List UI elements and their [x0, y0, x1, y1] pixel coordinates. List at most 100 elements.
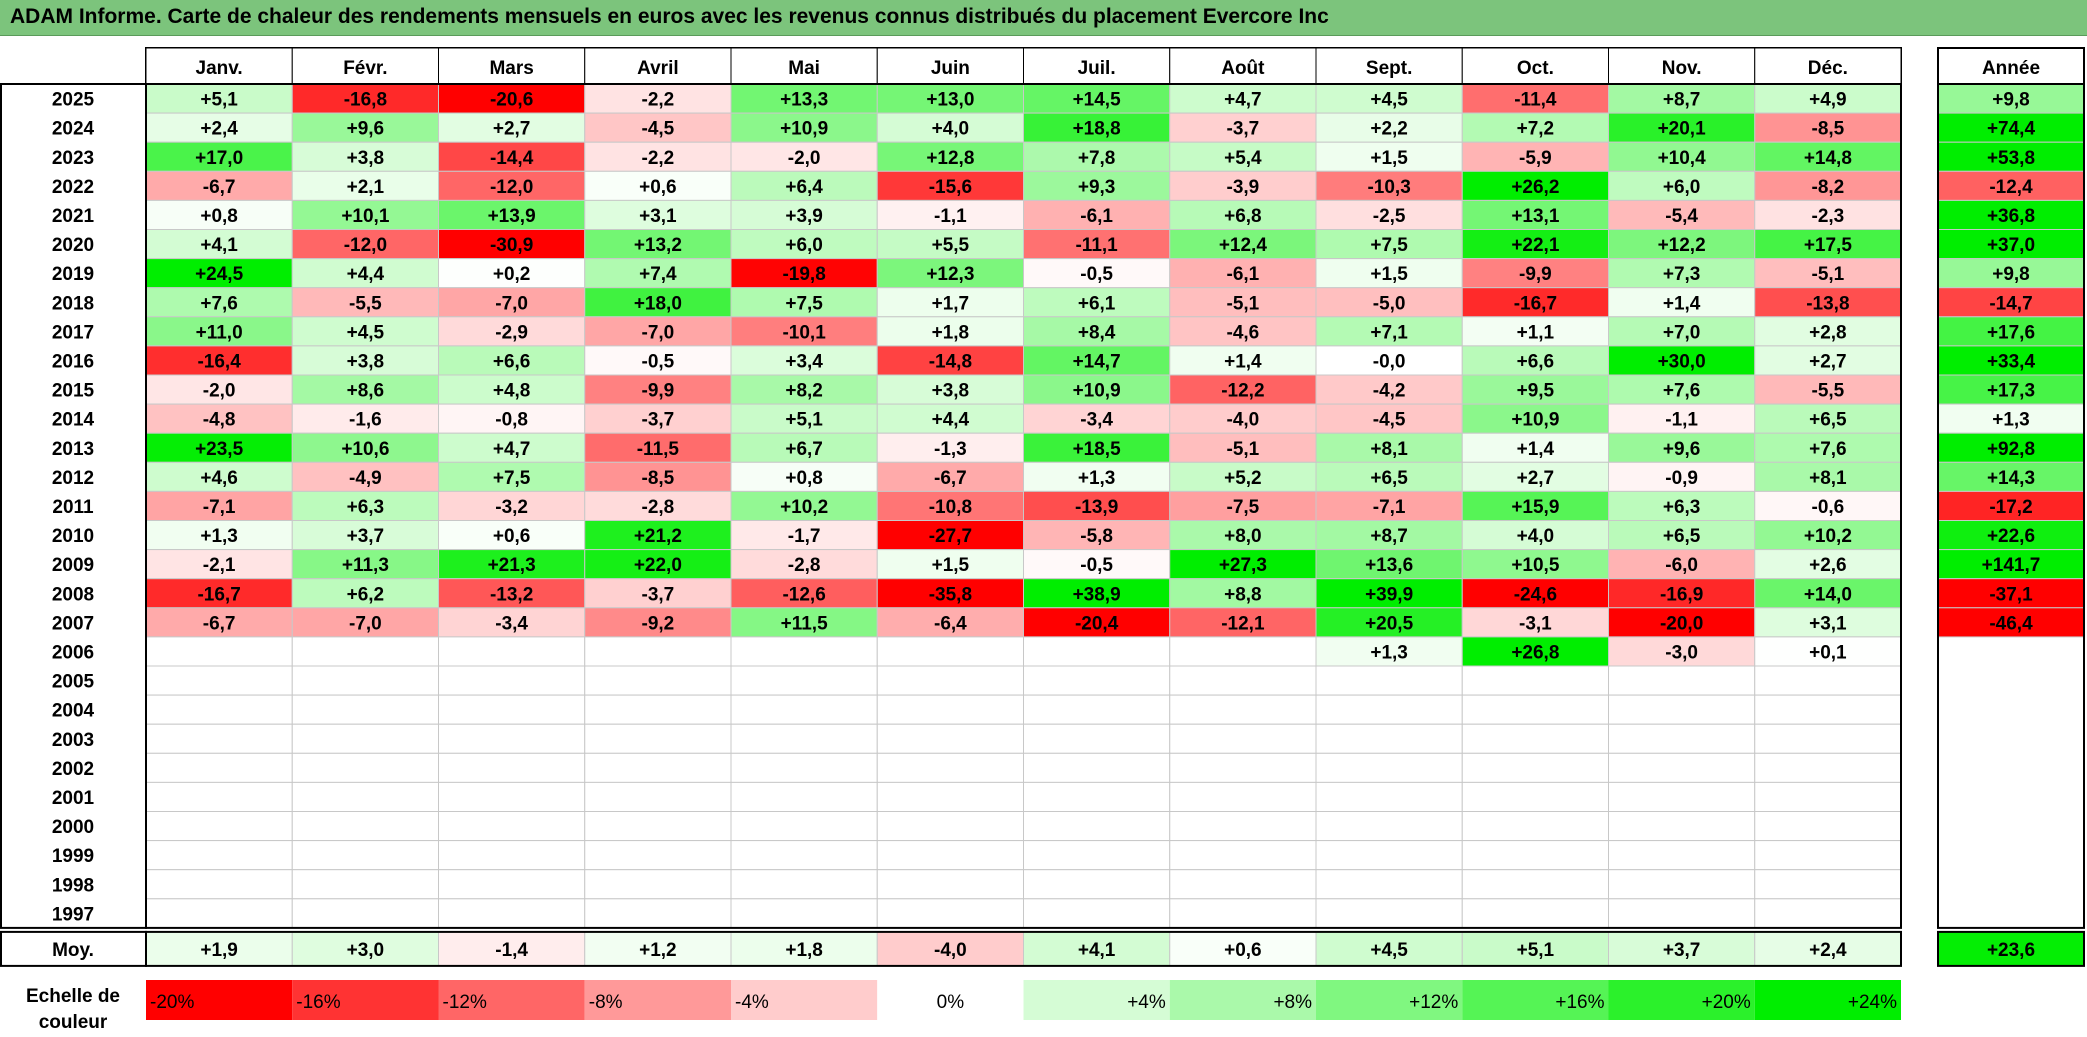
heatmap-cell	[1754, 549, 1902, 580]
heatmap-cell-value: -5,5	[1812, 381, 1845, 402]
heatmap-cell-value: -11,5	[637, 439, 680, 460]
month-header-cell	[584, 47, 732, 85]
heatmap-cell	[730, 374, 878, 405]
annual-cell-value: +22,6	[1987, 526, 2035, 547]
average-cell	[438, 931, 586, 967]
color-scale-stop-label: 0%	[937, 992, 965, 1013]
heatmap-cell-value: +20,1	[1658, 119, 1707, 140]
heatmap-cell-value: +7,6	[1809, 439, 1847, 460]
heatmap-cell-value: +6,4	[785, 177, 823, 198]
heatmap-cell-value: -6,1	[1080, 206, 1113, 227]
row-year-label: 2009	[52, 555, 94, 576]
heatmap-cell-value: -6,7	[934, 468, 967, 489]
heatmap-cell	[145, 752, 293, 783]
heatmap-cell	[1754, 694, 1902, 725]
heatmap-cell	[1754, 141, 1902, 172]
heatmap-cell	[1754, 490, 1902, 521]
heatmap-cell	[1023, 840, 1171, 871]
heatmap-cell	[1461, 578, 1609, 609]
heatmap-cell-value: -12,0	[490, 177, 533, 198]
heatmap-cell	[291, 112, 439, 143]
heatmap-cell	[291, 229, 439, 260]
heatmap-cell	[1169, 287, 1317, 318]
annual-cell-value: +141,7	[1982, 555, 2041, 576]
heatmap-cell	[584, 287, 732, 318]
heatmap-cell-value: -6,1	[1227, 264, 1260, 285]
row-year-label: 2005	[52, 672, 95, 693]
annual-cell	[1937, 199, 2085, 230]
title-bar: ADAM Informe. Carte de chaleur des rende…	[0, 0, 2087, 36]
heatmap-cell	[876, 141, 1024, 172]
heatmap-cell-value: +6,5	[1809, 410, 1847, 431]
heatmap-cell-value: -7,0	[349, 613, 382, 634]
row-year-label: 2003	[52, 730, 94, 751]
heatmap-cell-value: +7,3	[1663, 264, 1701, 285]
heatmap-cell	[1169, 520, 1317, 551]
heatmap-cell	[876, 781, 1024, 813]
heatmap-cell-value: +22,1	[1511, 235, 1560, 256]
heatmap-cell	[1461, 694, 1609, 725]
heatmap-cell-value: -3,1	[1519, 613, 1552, 634]
heatmap-cell	[438, 752, 586, 783]
heatmap-cell-value: +6,0	[1663, 177, 1701, 198]
month-header-label: Oct.	[1517, 58, 1554, 79]
heatmap-cell	[1315, 287, 1463, 318]
heatmap-cell	[1754, 578, 1902, 609]
heatmap-cell-value: -11,1	[1075, 235, 1118, 256]
annual-cell-value: +36,8	[1987, 206, 2035, 227]
heatmap-cell	[1461, 607, 1609, 638]
heatmap-cell	[584, 578, 732, 609]
heatmap-cell	[730, 520, 878, 551]
heatmap-cell	[1315, 199, 1463, 230]
heatmap-cell	[438, 781, 586, 813]
heatmap-cell	[730, 636, 878, 667]
heatmap-cell-value: -1,1	[1665, 410, 1698, 431]
heatmap-cell-value: -6,7	[203, 177, 236, 198]
heatmap-cell	[291, 345, 439, 376]
heatmap-cell-value: -3,9	[1227, 177, 1260, 198]
heatmap-cell	[1608, 549, 1756, 580]
heatmap-cell	[1754, 723, 1902, 754]
heatmap-cell-value: +7,5	[785, 293, 823, 314]
heatmap-cell	[1608, 723, 1756, 754]
heatmap-cell	[1023, 781, 1171, 813]
color-scale-swatch	[146, 980, 293, 1020]
heatmap-cell-value: -2,8	[642, 497, 675, 518]
average-cell	[291, 931, 439, 967]
heatmap-cell	[291, 607, 439, 638]
heatmap-cell	[730, 258, 878, 289]
heatmap-cell-value: +6,6	[493, 351, 531, 372]
row-year-label: 1997	[52, 904, 94, 925]
heatmap-cell-value: -19,8	[782, 264, 825, 285]
heatmap-cell	[1608, 694, 1756, 725]
heatmap-cell-value: +10,9	[1073, 381, 1121, 402]
heatmap-cell-value: +3,8	[932, 381, 970, 402]
heatmap-cell-value: -3,7	[642, 410, 675, 431]
heatmap-cell-value: -2,2	[642, 148, 675, 169]
annual-cell-value: -17,2	[1989, 497, 2032, 518]
heatmap-cell	[730, 607, 878, 638]
heatmap-cell	[438, 869, 586, 900]
heatmap-cell	[1608, 752, 1756, 783]
heatmap-cell	[876, 83, 1024, 114]
heatmap-cell	[438, 345, 586, 376]
heatmap-cell-value: +22,0	[634, 555, 682, 576]
color-scale-label: Echelle de couleur	[26, 986, 120, 1033]
heatmap-cell	[1754, 403, 1902, 434]
heatmap-cell-value: +18,0	[634, 293, 682, 314]
heatmap-cell-value: +4,7	[1224, 90, 1262, 111]
heatmap-cell	[584, 869, 732, 900]
heatmap-cell	[1315, 141, 1463, 172]
heatmap-cell	[1023, 607, 1171, 638]
heatmap-cell	[438, 898, 586, 929]
heatmap-cell	[1169, 781, 1317, 813]
heatmap-cell	[876, 811, 1024, 842]
heatmap-cell-value: -35,8	[929, 584, 972, 605]
heatmap-cell	[1315, 811, 1463, 842]
heatmap-cell-value: -5,5	[349, 293, 382, 314]
year-header-cell	[1937, 47, 2085, 85]
heatmap-cell	[584, 636, 732, 667]
heatmap-cell-value: -14,4	[490, 148, 534, 169]
heatmap-cell-value: +1,5	[932, 555, 970, 576]
heatmap-cell-value: -4,9	[349, 468, 382, 489]
